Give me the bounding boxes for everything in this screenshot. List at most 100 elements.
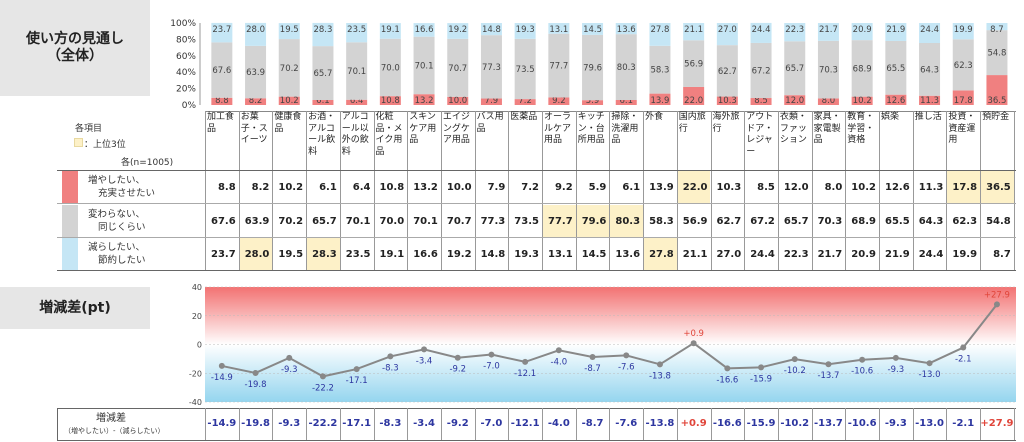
bar-value-label: 8.2 (249, 96, 263, 106)
diff-point-label: -10.2 (784, 366, 806, 376)
category-label: スキンケア用品 (409, 112, 437, 145)
table-cell: 70.2 (278, 216, 304, 227)
diff-point-label: -13.8 (649, 371, 671, 381)
table-cell: 77.7 (543, 205, 576, 237)
bar-value-label: 7.9 (485, 96, 499, 106)
diff-column-divider (710, 408, 712, 440)
diff-column-divider (1013, 408, 1015, 440)
bar-value-label: 63.9 (246, 68, 265, 78)
diff-point-label: -13.0 (919, 370, 941, 380)
table-cell: 65.7 (312, 216, 337, 227)
category-label: 衣類・ファッション (779, 112, 807, 145)
diff-column-divider (238, 408, 240, 440)
bar-segment (548, 33, 570, 98)
top3-swatch (74, 138, 83, 147)
row-label-line1: 増やしたい、 (88, 175, 146, 186)
bar-value-label: 10.8 (381, 96, 400, 106)
diff-line-chart: 40 20 0 -20 -40 -14.9 -19.8 -9.3 -22.2 -17.1 -8.3 -… (189, 283, 1016, 407)
bar-value-label: 8.5 (754, 96, 768, 106)
diff-row-sublabel: （増やしたい）-（減らしたい） (64, 427, 165, 435)
table-cell: 13.6 (615, 249, 641, 260)
bar-value-label: 8.7 (990, 25, 1004, 35)
bar-value-label: 19.3 (516, 25, 535, 35)
y-tick-label: 0 (197, 341, 202, 350)
diff-column-divider (306, 408, 308, 440)
bar-segment (447, 96, 469, 105)
bar-segment (952, 23, 974, 40)
bar-value-label: 6.4 (350, 96, 364, 106)
bar-segment (851, 40, 873, 97)
bar-segment (312, 99, 334, 105)
bar-value-label: 14.8 (482, 25, 501, 35)
column-divider (845, 111, 847, 270)
column-divider (373, 111, 375, 270)
bar-segment (211, 42, 233, 98)
category-label: 娯楽 (881, 112, 900, 122)
category-label: アウトドア・レジャー (746, 112, 774, 157)
bar-value-label: 28.0 (246, 25, 265, 35)
bar-value-label: 19.9 (954, 25, 973, 35)
column-divider (609, 111, 611, 270)
table-cell: 10.3 (716, 182, 742, 193)
table-cell: 58.3 (649, 216, 674, 227)
category-label: バス用品 (476, 112, 504, 134)
bar-value-label: 11.3 (920, 96, 939, 106)
row-label-line1: 変わらない、 (88, 209, 146, 220)
bar-value-label: 62.3 (954, 61, 973, 71)
y-tick-label: -40 (189, 398, 202, 407)
diff-point (488, 351, 495, 358)
bar-value-label: 5.9 (586, 96, 600, 106)
column-divider (811, 111, 813, 270)
bar-value-label: 23.7 (212, 25, 231, 35)
table-cell: 19.2 (446, 249, 472, 260)
diff-point-label: -8.7 (584, 364, 601, 374)
diff-cell: -4.0 (547, 418, 570, 429)
bar-value-label: 70.7 (448, 64, 467, 74)
diff-line (221, 303, 998, 378)
bar-segment (278, 96, 300, 105)
bar-segment (480, 35, 502, 99)
bar-segment (784, 95, 806, 105)
table-cell: 24.4 (918, 249, 944, 260)
bar-segment (750, 22, 772, 43)
bar-segment (986, 23, 1008, 31)
bar-value-label: 70.0 (381, 63, 400, 73)
bar-segment (716, 45, 738, 97)
row-divider (57, 237, 1016, 238)
bar-segment (413, 23, 435, 37)
diff-point (960, 344, 967, 351)
diff-cell: -9.3 (884, 418, 907, 429)
bar-segment (582, 100, 604, 105)
diff-point (353, 366, 360, 373)
category-label: エイジングケア用品 (442, 112, 470, 145)
column-divider (272, 111, 274, 270)
y-tick-label: 100% (170, 19, 196, 29)
bar-value-label: 6.1 (316, 96, 330, 106)
bar-value-label: 12.0 (785, 96, 804, 106)
diff-point (421, 346, 428, 353)
table-cell: 21.7 (817, 249, 843, 260)
row-label-line2: 充実させたい (98, 188, 156, 199)
category-label: 国内旅行 (678, 112, 706, 134)
bar-segment (817, 40, 839, 99)
bar-value-label: 14.5 (583, 25, 602, 35)
table-cell: 77.3 (480, 216, 506, 227)
bar-value-label: 27.8 (650, 25, 669, 35)
bar-segment (683, 23, 705, 41)
bar-segment (817, 98, 839, 105)
diff-title: 増減差(pt) (39, 300, 111, 316)
bar-segment (986, 75, 1008, 105)
bar-value-label: 56.9 (684, 60, 703, 70)
diff-row-top-line (57, 408, 1016, 409)
diff-column-divider (205, 408, 206, 440)
diff-point (589, 354, 596, 361)
diff-point (926, 360, 933, 367)
diff-point-label: -8.3 (382, 363, 399, 373)
table-cell: 13.2 (413, 182, 438, 193)
bar-segment (750, 42, 772, 99)
table-cell: 63.9 (244, 216, 270, 227)
table-cell: 14.5 (581, 249, 607, 260)
bar-segment (346, 23, 368, 43)
bar-segment (885, 94, 907, 105)
bar-value-label: 10.0 (448, 96, 467, 106)
